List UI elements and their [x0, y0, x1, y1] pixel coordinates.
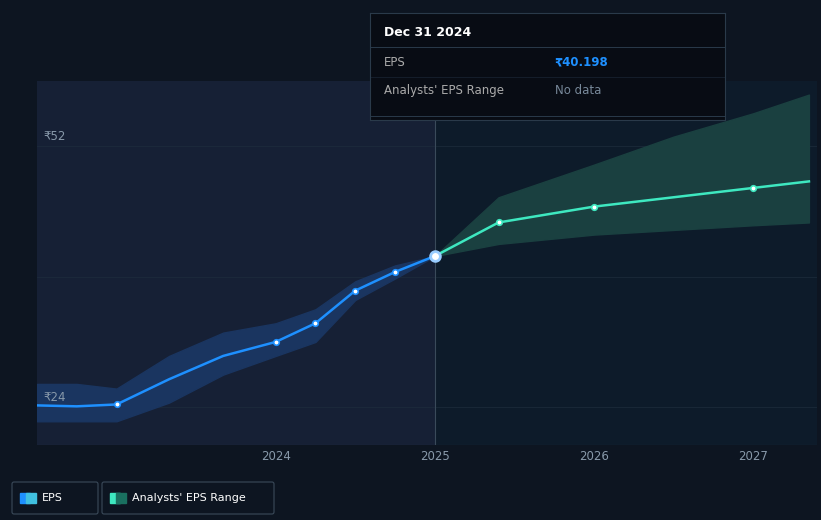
Text: Analysts' EPS Range: Analysts' EPS Range: [132, 493, 245, 503]
Text: Dec 31 2024: Dec 31 2024: [384, 26, 471, 39]
FancyBboxPatch shape: [102, 482, 274, 514]
Text: ₹40.198: ₹40.198: [555, 56, 608, 69]
Text: No data: No data: [555, 84, 601, 97]
Text: Analysts' EPS Range: Analysts' EPS Range: [384, 84, 504, 97]
Text: EPS: EPS: [384, 56, 406, 69]
Text: ₹24: ₹24: [44, 392, 66, 405]
Bar: [37, 81, 435, 445]
Text: Actual: Actual: [390, 85, 427, 98]
FancyBboxPatch shape: [12, 482, 98, 514]
Text: EPS: EPS: [42, 493, 63, 503]
Text: ₹52: ₹52: [44, 130, 66, 143]
Text: Analysts Forecasts: Analysts Forecasts: [443, 85, 553, 98]
